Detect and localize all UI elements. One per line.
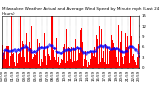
Text: Milwaukee Weather Actual and Average Wind Speed by Minute mph (Last 24 Hours): Milwaukee Weather Actual and Average Win… [2, 7, 159, 16]
